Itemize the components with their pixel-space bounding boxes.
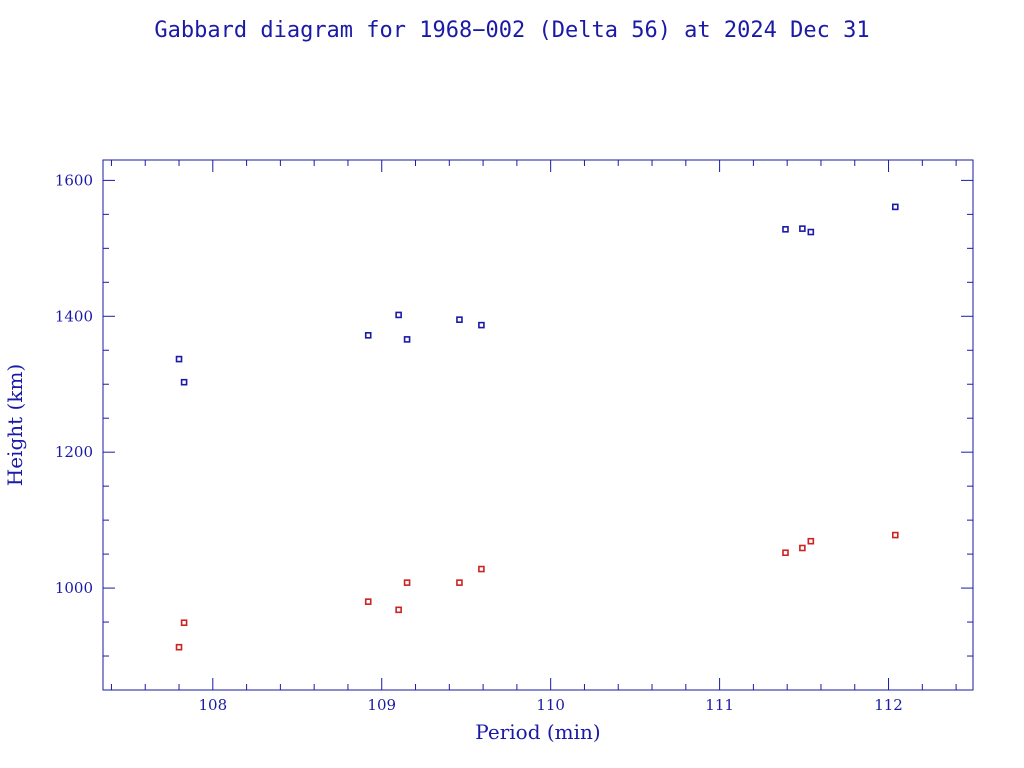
perigee-point <box>782 549 789 557</box>
x-tick-label: 112 <box>874 696 903 714</box>
x-axis-label: Period (min) <box>475 720 600 744</box>
perigee-point <box>175 643 183 651</box>
x-tick-label: 111 <box>705 696 734 714</box>
apogee-point <box>180 378 188 386</box>
y-axis-label: Height (km) <box>3 364 27 486</box>
perigee-point <box>478 565 485 573</box>
apogee-point <box>807 228 815 236</box>
apogee-point <box>175 355 183 363</box>
perigee-point <box>403 579 411 586</box>
x-tick-label: 110 <box>536 696 565 714</box>
plot-frame <box>102 159 974 691</box>
apogee-point <box>478 321 485 329</box>
apogee-point <box>395 311 402 319</box>
apogee-point <box>364 332 372 339</box>
perigee-point <box>799 544 806 552</box>
x-tick-label: 108 <box>198 696 227 714</box>
axis-tick-labels: 108 109 110 111 112 1000 1200 1400 1600 <box>55 171 903 714</box>
perigee-point <box>364 598 372 605</box>
perigee-point <box>891 531 899 539</box>
apogee-point <box>403 336 411 343</box>
apogee-point <box>782 226 789 233</box>
axis-ticks <box>103 160 973 691</box>
apogee-point <box>799 225 806 232</box>
y-tick-label: 1200 <box>55 443 93 461</box>
y-tick-label: 1000 <box>55 579 93 597</box>
perigee-point <box>807 537 815 545</box>
perigee-point <box>180 619 188 627</box>
x-tick-label: 109 <box>367 696 396 714</box>
perigee-point <box>395 606 402 614</box>
data-points <box>175 203 899 651</box>
apogee-point <box>456 316 463 323</box>
chart-title: Gabbard diagram for 1968−002 (Delta 56) … <box>154 18 869 43</box>
perigee-point <box>456 579 463 586</box>
apogee-point <box>891 203 899 211</box>
y-tick-label: 1400 <box>55 307 93 325</box>
y-tick-label: 1600 <box>55 171 93 189</box>
